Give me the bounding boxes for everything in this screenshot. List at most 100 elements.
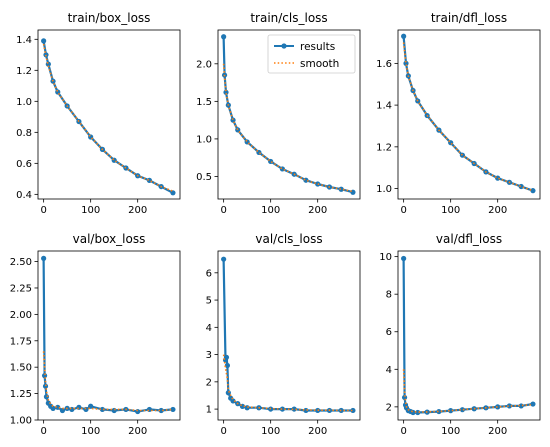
y-tick-label: 6 [386, 327, 392, 338]
y-tick-label: 1 [206, 405, 212, 416]
y-tick-label: 1.5 [196, 97, 212, 108]
y-tick-label: 1.0 [376, 184, 392, 195]
panel-title: train/dfl_loss [431, 11, 507, 25]
data-point [221, 256, 227, 262]
data-point [518, 183, 524, 190]
panel-train-dfl_loss: train/dfl_loss 0 100 200 1.0 1.2 1.4 1.6 [376, 11, 541, 216]
y-tick-label: 1.0 [196, 134, 212, 145]
data-point [158, 407, 164, 414]
data-point [230, 398, 236, 404]
data-point [88, 403, 94, 409]
y-tick-label: 1.0 [16, 97, 32, 108]
data-point [415, 409, 421, 416]
y-tick-label: 5 [206, 296, 212, 307]
series-line-results [222, 36, 354, 194]
data-point [99, 406, 106, 413]
data-point [230, 117, 236, 123]
x-tick-label: 200 [308, 426, 327, 437]
data-point [401, 255, 407, 262]
y-tick-label: 1.2 [376, 142, 392, 153]
y-tick-label: 1.2 [16, 66, 32, 77]
data-point [350, 407, 356, 414]
x-tick-label: 0 [400, 426, 406, 437]
y-tick-label: 4 [386, 365, 392, 376]
data-point [225, 390, 231, 396]
series-line-results [402, 36, 534, 192]
y-tick-label: 1.4 [376, 101, 392, 112]
x-tick-label: 100 [261, 205, 280, 216]
x-tick-label: 100 [441, 426, 460, 437]
data-point [436, 408, 442, 415]
data-point [403, 60, 409, 66]
data-point [223, 89, 229, 95]
data-point [530, 188, 536, 194]
axes-frame [397, 250, 541, 421]
series-line-smooth [42, 43, 174, 192]
plot-area [41, 255, 176, 415]
y-tick-label: 0.4 [16, 190, 32, 201]
y-tick-label: 2 [386, 402, 392, 413]
x-tick-label: 0 [400, 205, 406, 216]
x-tick-label: 200 [308, 205, 327, 216]
data-point [223, 354, 230, 360]
series-line-smooth [42, 351, 173, 412]
legend: results smooth [267, 34, 356, 74]
data-point [401, 394, 408, 401]
y-tick-label: 2.25 [10, 283, 32, 294]
x-tick-label: 100 [261, 426, 280, 437]
y-tick-label: 0.5 [196, 172, 212, 183]
x-tick-label: 100 [81, 426, 100, 437]
data-point [495, 404, 501, 410]
plot-area [401, 33, 536, 194]
data-point [506, 403, 513, 409]
data-point [448, 408, 454, 414]
y-tick-label: 1.6 [376, 59, 392, 70]
x-tick-label: 100 [81, 205, 100, 216]
series-line-results [42, 258, 174, 413]
data-point [291, 406, 297, 412]
y-tick-label: 3 [206, 350, 212, 361]
data-point [41, 255, 47, 261]
data-point [111, 407, 117, 414]
series-line-smooth [222, 354, 353, 412]
data-point [530, 401, 536, 407]
data-point [170, 406, 176, 413]
data-point [41, 373, 48, 379]
panel-train-box_loss: train/box_loss 0 100 200 0.4 0.6 0.8 1.0 1.2 1.4 [16, 11, 181, 216]
data-point [338, 186, 344, 192]
y-tick-label: 1.50 [10, 363, 32, 374]
plot-area [41, 38, 176, 196]
x-tick-label: 200 [128, 205, 147, 216]
y-tick-label: 1.25 [10, 389, 32, 400]
y-tick-label: 2.50 [10, 257, 32, 268]
legend-results-label: results [300, 41, 335, 53]
axes-frame [217, 29, 361, 200]
panel-title: train/box_loss [68, 11, 151, 25]
y-tick-label: 2.00 [10, 310, 32, 321]
y-tick-label: 6 [206, 268, 212, 279]
data-point [221, 34, 227, 40]
series-line-results [222, 259, 353, 412]
x-tick-label: 200 [488, 205, 507, 216]
panel-val-dfl_loss: val/dfl_loss 0 100 200 2 4 6 8 10 [379, 232, 541, 437]
y-tick-label: 1.75 [10, 336, 32, 347]
series-line-smooth [402, 42, 534, 192]
data-point [401, 33, 407, 39]
panel-title: val/box_loss [73, 232, 146, 246]
data-point [43, 52, 49, 58]
data-point [41, 38, 47, 44]
y-tick-label: 0.6 [16, 159, 32, 170]
x-tick-label: 0 [40, 426, 46, 437]
x-tick-label: 200 [128, 426, 147, 437]
x-tick-label: 100 [441, 205, 460, 216]
panel-title: val/cls_loss [255, 232, 322, 246]
y-tick-label: 10 [379, 252, 392, 263]
data-point [42, 383, 49, 389]
x-tick-label: 0 [220, 205, 226, 216]
legend-smooth-label: smooth [300, 58, 339, 70]
plot-area [221, 256, 356, 414]
data-point [224, 362, 231, 369]
data-point [279, 406, 286, 412]
x-tick-label: 0 [220, 426, 226, 437]
data-point [55, 404, 61, 410]
